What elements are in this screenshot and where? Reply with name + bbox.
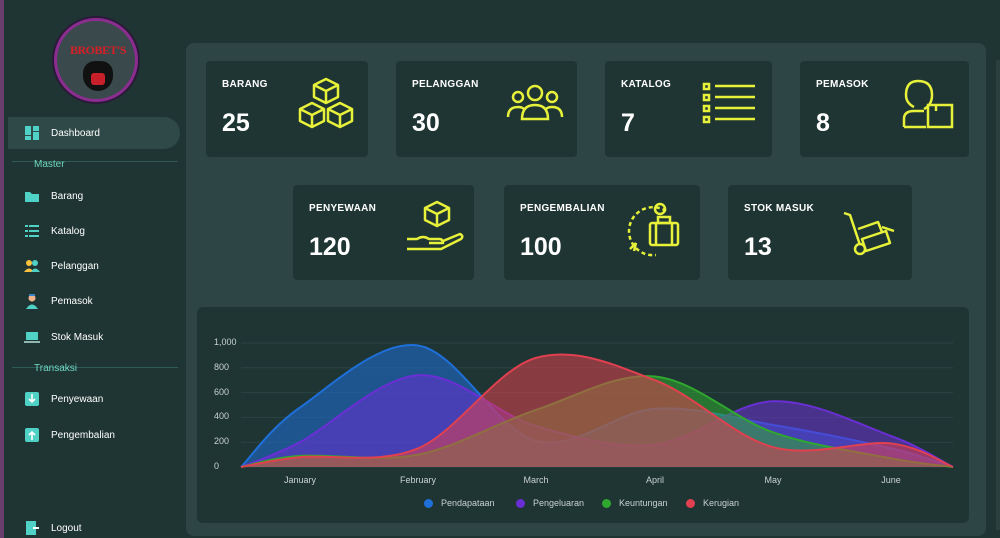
section-label-transaksi: Transaksi [34,363,77,374]
laptop-icon [24,329,40,345]
sidebar-item-pelanggan[interactable]: Pelanggan [24,256,99,276]
sidebar-item-stok-masuk[interactable]: Stok Masuk [24,327,103,347]
x-tick-label: February [400,475,437,485]
y-tick-label: 1,000 [214,337,237,347]
x-tick-label: June [881,475,901,485]
legend-swatch [686,498,695,508]
sidebar: BROBET'S Dashboard Master Barang Katalog… [4,0,182,538]
legend-swatch [516,498,525,508]
legend-label: Pengeluaran [533,498,585,508]
series-kerugian-area[interactable] [241,354,953,467]
boxes-icon [298,77,354,129]
y-tick-label: 800 [214,361,230,372]
area-chart[interactable] [197,307,969,523]
stat-value: 120 [309,233,351,261]
sidebar-item-label: Penyewaan [51,393,104,405]
folder-icon [24,188,40,204]
logo-text: BROBET'S [69,43,127,57]
group-icon [506,84,564,121]
stat-label: BARANG [222,79,268,90]
sidebar-item-katalog[interactable]: Katalog [24,221,85,241]
legend-label: Pendapataan [441,498,495,508]
stat-card-pengembalian[interactable]: PENGEMBALIAN 100 [504,185,700,280]
stat-card-pemasok[interactable]: PEMASOK 8 [800,61,969,157]
sidebar-item-label: Dashboard [51,127,100,139]
window-edge [0,0,4,538]
stat-value: 13 [744,233,772,261]
sidebar-item-label: Stok Masuk [51,331,104,343]
list-icon [24,223,40,239]
section-divider [12,367,178,368]
sidebar-item-logout[interactable]: Logout [24,518,82,538]
legend-swatch [602,498,611,508]
legend-label: Kerugian [703,498,740,508]
arrow-up-icon [24,427,40,443]
hand-box-icon [407,200,464,251]
stat-card-stok-masuk[interactable]: STOK MASUK 13 [728,185,912,280]
sidebar-item-label: Pengembalian [51,429,115,441]
sidebar-item-penyewaan[interactable]: Penyewaan [24,389,103,409]
section-label-master: Master [34,159,65,170]
x-tick-label: March [523,475,549,485]
stat-card-barang[interactable]: BARANG 25 [206,61,368,157]
luggage-return-icon [627,202,680,257]
sidebar-item-label: Katalog [51,225,85,237]
dashboard-icon [24,125,40,141]
y-tick-label: 600 [214,386,230,397]
sidebar-item-pengembalian[interactable]: Pengembalian [24,425,115,445]
logout-icon [24,520,40,536]
supplier-icon [24,293,40,309]
window-edge-right [996,60,1000,530]
stat-value: 100 [520,233,562,261]
y-tick-label: 200 [214,436,230,447]
sidebar-item-label: Logout [51,522,82,534]
stat-card-penyewaan[interactable]: PENYEWAAN 120 [293,185,474,280]
stat-label: PELANGGAN [412,79,479,90]
checklist-icon [702,82,755,124]
stat-label: PEMASOK [816,79,869,90]
stat-label: KATALOG [621,79,672,90]
legend-item-pendapataan[interactable]: Pendapataan [424,498,495,508]
stat-label: PENYEWAAN [309,203,377,214]
stat-value: 25 [222,109,250,137]
sidebar-item-dashboard[interactable]: Dashboard [24,123,100,143]
logo-mark [91,73,105,85]
sidebar-item-label: Barang [51,190,84,202]
x-tick-label: April [645,475,664,485]
arrow-down-icon [24,391,40,407]
legend-swatch [424,498,433,508]
delivery-person-icon [902,79,954,129]
x-tick-label: January [283,475,317,485]
legend-label: Keuntungan [619,498,668,508]
stat-card-katalog[interactable]: KATALOG 7 [605,61,772,157]
y-tick-label: 0 [214,461,220,471]
hand-truck-icon [843,211,895,256]
brand-logo[interactable]: BROBET'S [54,18,138,102]
stat-value: 30 [412,109,440,137]
y-tick-label: 400 [214,411,230,422]
stat-value: 7 [621,109,635,137]
legend-item-keuntungan[interactable]: Keuntungan [602,498,668,508]
stat-card-pelanggan[interactable]: PELANGGAN 30 [396,61,577,157]
sidebar-item-label: Pemasok [51,295,93,307]
stat-value: 8 [816,109,830,137]
sidebar-item-label: Pelanggan [51,260,99,272]
series-kerugian-line[interactable] [240,353,954,468]
section-divider [12,161,178,162]
x-tick-label: May [764,475,782,485]
stat-label: PENGEMBALIAN [520,203,605,214]
sidebar-item-barang[interactable]: Barang [24,186,83,206]
legend-item-pengeluaran[interactable]: Pengeluaran [516,498,584,508]
users-icon [24,258,40,274]
stat-label: STOK MASUK [744,203,815,214]
sidebar-item-pemasok[interactable]: Pemasok [24,291,93,311]
legend-item-kerugian[interactable]: Kerugian [686,498,739,508]
